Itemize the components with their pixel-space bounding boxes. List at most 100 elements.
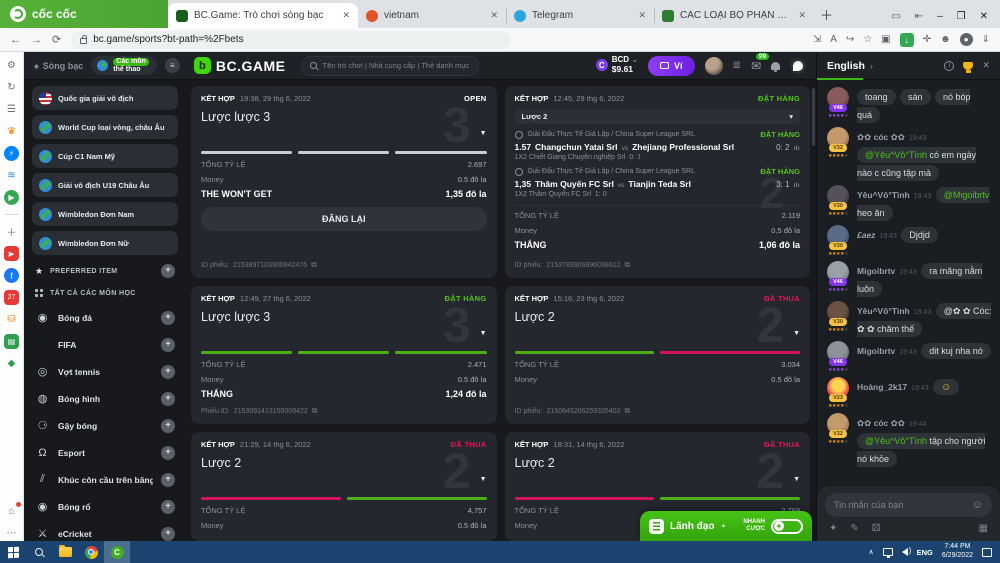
scrollbar-thumb[interactable] (812, 88, 815, 146)
avatar[interactable] (827, 301, 849, 323)
history-icon[interactable]: ↻ (7, 82, 16, 93)
username[interactable]: ✿✿ cóc ✿✿ 19:43 (857, 132, 927, 142)
search-input[interactable] (322, 61, 471, 70)
hot-crown-icon[interactable]: ♛ (7, 126, 16, 137)
forward-icon[interactable]: → (31, 33, 42, 46)
sport-item-basketball[interactable]: ◍ Bóng hình + (32, 385, 178, 412)
match-row[interactable]: Giải Đấu Thực Tế Giả Lập / China Super L… (514, 167, 800, 198)
username[interactable]: Yêu^Vô°Tình 19:43 (857, 306, 932, 316)
browser-profile-avatar[interactable]: ● (959, 33, 973, 46)
username[interactable]: £aez 19:43 (857, 230, 897, 240)
username[interactable]: Yêu^Vô°Tình 19:43 (857, 190, 932, 200)
tab-close-icon[interactable]: ✕ (638, 10, 646, 20)
slash-commands-icon[interactable]: ✎ (850, 523, 859, 534)
collapse-caret-icon[interactable]: ▾ (789, 112, 793, 121)
username[interactable]: ✿✿ cóc ✿✿ 19:44 (857, 418, 927, 428)
expand-sport-button[interactable]: + (161, 337, 175, 352)
copy-icon[interactable]: ⧉ (624, 260, 631, 269)
chat-input[interactable] (834, 500, 966, 510)
trophy-icon[interactable] (963, 61, 974, 73)
wallet-button[interactable]: Ví (648, 55, 695, 76)
mention[interactable]: @Yêu^Vô°Tình (865, 436, 927, 446)
sheets-icon[interactable]: ▤ (4, 334, 19, 349)
collapse-menu-icon[interactable]: ≡ (164, 58, 180, 73)
bcgame-logo[interactable]: b BC.GAME (193, 57, 286, 74)
coccoc-taskbar-icon[interactable]: C (104, 541, 130, 563)
expand-sport-button[interactable]: + (161, 472, 175, 487)
gif-keyboard-icon[interactable]: ▦ (978, 523, 988, 534)
chat-messages[interactable]: V46 ★★★★★ toang sán nó bóp quá V32 ★★★★★ ✿… (817, 80, 1000, 486)
keyboard-language[interactable]: ENG (916, 547, 933, 557)
tab-close-icon[interactable]: ✕ (798, 10, 806, 20)
facebook-icon[interactable]: f (4, 268, 19, 283)
expand-sport-button[interactable]: + (161, 364, 175, 379)
expand-caret-icon[interactable]: ▼ (479, 130, 487, 137)
close-button[interactable]: ✕ (979, 11, 988, 22)
expand-sport-button[interactable]: + (161, 499, 175, 514)
quick-search-icon[interactable]: ▭ (891, 11, 901, 22)
bet-card-open[interactable]: KẾT HỢP 19:38, 29 thg 6, 2022 OPEN Lược … (191, 86, 497, 278)
chrome-icon[interactable] (78, 541, 104, 563)
avatar[interactable] (827, 225, 849, 247)
league-item-wimbledon-men[interactable]: Wimbledon Đơn Nam (32, 202, 178, 226)
calendar-icon[interactable]: 27 (4, 290, 19, 305)
bet-card-won[interactable]: KẾT HỢP 12:49, 27 thg 6, 2022 ĐẶT HÀNG L… (191, 286, 497, 424)
sport-item-fifa[interactable]: FIFA + (32, 331, 178, 358)
bell-icon[interactable] (771, 61, 780, 72)
url-field[interactable]: bc.game/sports?bt-path=%2Fbets (71, 30, 512, 49)
bet-card-lost[interactable]: KẾT HỢP 21:29, 14 thg 6, 2022 ĐÃ THUA Lư… (191, 432, 497, 541)
balance-selector[interactable]: C BCD ⌄ $9.61 (595, 56, 638, 74)
back-icon[interactable]: ← (10, 33, 21, 46)
bet-card-lost[interactable]: KẾT HỢP 15:16, 23 thg 6, 2022 ĐÃ THUA Lư… (504, 286, 810, 424)
collapsed-selections-row[interactable]: Lược 2 ▾ (514, 109, 800, 124)
sport-item-ecricket[interactable]: ⚔ eCricket + (32, 520, 178, 541)
league-item-u19[interactable]: Giải vô địch U19 Châu Âu (32, 173, 178, 197)
sport-item-volleyball[interactable]: ◉ Bóng rổ + (32, 493, 178, 520)
downloads-icon[interactable]: ⇓ (981, 34, 990, 45)
messenger-icon[interactable]: ⚡ (4, 146, 19, 161)
search-box[interactable] (301, 55, 480, 76)
tab-parts[interactable]: CÁC LOẠI BỘ PHẬN THỂ TH ✕ (654, 3, 814, 28)
shop-cart-icon[interactable]: ⛁ (7, 314, 16, 325)
all-sports-row[interactable]: TẤT CẢ CÁC MÔN HỌC (32, 282, 178, 304)
inbox-icon[interactable]: ✉ 99 (751, 52, 769, 73)
sport-item-baseball[interactable]: ⚆ Gậy bóng + (32, 412, 178, 439)
chat-close-icon[interactable]: ✕ (982, 60, 990, 70)
tab-bcgame[interactable]: BC.Game: Trò chơi sòng bạc ✕ (168, 3, 358, 28)
preferred-item-row[interactable]: ★ PREFERRED ITEM + (32, 260, 178, 282)
download-extension-icon[interactable]: ↓ (899, 32, 914, 47)
games-icon[interactable]: ▶ (4, 190, 19, 205)
copy-icon[interactable]: ⧉ (311, 260, 317, 269)
copy-icon[interactable]: ⧉ (311, 406, 318, 415)
extensions-icon[interactable]: ✛ (922, 34, 932, 45)
username[interactable]: Migoibrtv 19:43 (857, 346, 917, 356)
avatar[interactable] (827, 185, 849, 207)
rain-tip-icon[interactable]: ✦ (829, 523, 838, 534)
more-menu-icon[interactable]: ⋯ (6, 528, 17, 539)
reload-icon[interactable]: ⟳ (52, 34, 62, 46)
pin-tab-icon[interactable]: ⇤ (914, 11, 924, 22)
minimize-button[interactable]: – (937, 11, 943, 22)
username[interactable]: Migoibrtv 19:43 (857, 266, 917, 276)
sport-item-esport[interactable]: Ω Esport + (32, 439, 178, 466)
tab-close-icon[interactable]: ✕ (490, 10, 498, 20)
clock[interactable]: 7:44 PM 6/29/2022 (941, 543, 973, 559)
match-row[interactable]: Giải Đấu Thực Tế Giả Lập / China Super L… (514, 130, 800, 161)
casino-tab[interactable]: ♠ Sòng bạc (34, 61, 83, 71)
start-button[interactable] (0, 541, 26, 563)
avatar[interactable] (827, 377, 849, 399)
quick-bet-toggle[interactable]: + (771, 518, 803, 534)
mention[interactable]: @Yêu^Vô°Tình (865, 150, 927, 160)
expand-sport-button[interactable]: + (161, 391, 175, 406)
tab-close-icon[interactable]: ✕ (342, 10, 350, 20)
emoji-picker-icon[interactable]: ☺ (971, 499, 983, 511)
dice-roll-icon[interactable]: ⚄ (871, 523, 881, 534)
youtube-icon[interactable]: ▶ (4, 246, 19, 261)
rebet-button[interactable]: ĐĂNG LẠI (201, 207, 487, 231)
taskbar-search-icon[interactable] (26, 541, 52, 563)
sport-item-tennis[interactable]: ◎ Vợt tennis + (32, 358, 178, 385)
avatar[interactable] (827, 341, 849, 363)
tab-vietnam[interactable]: vietnam ✕ (358, 3, 506, 28)
education-icon[interactable]: ◆ (7, 358, 16, 369)
user-avatar[interactable] (704, 56, 723, 75)
